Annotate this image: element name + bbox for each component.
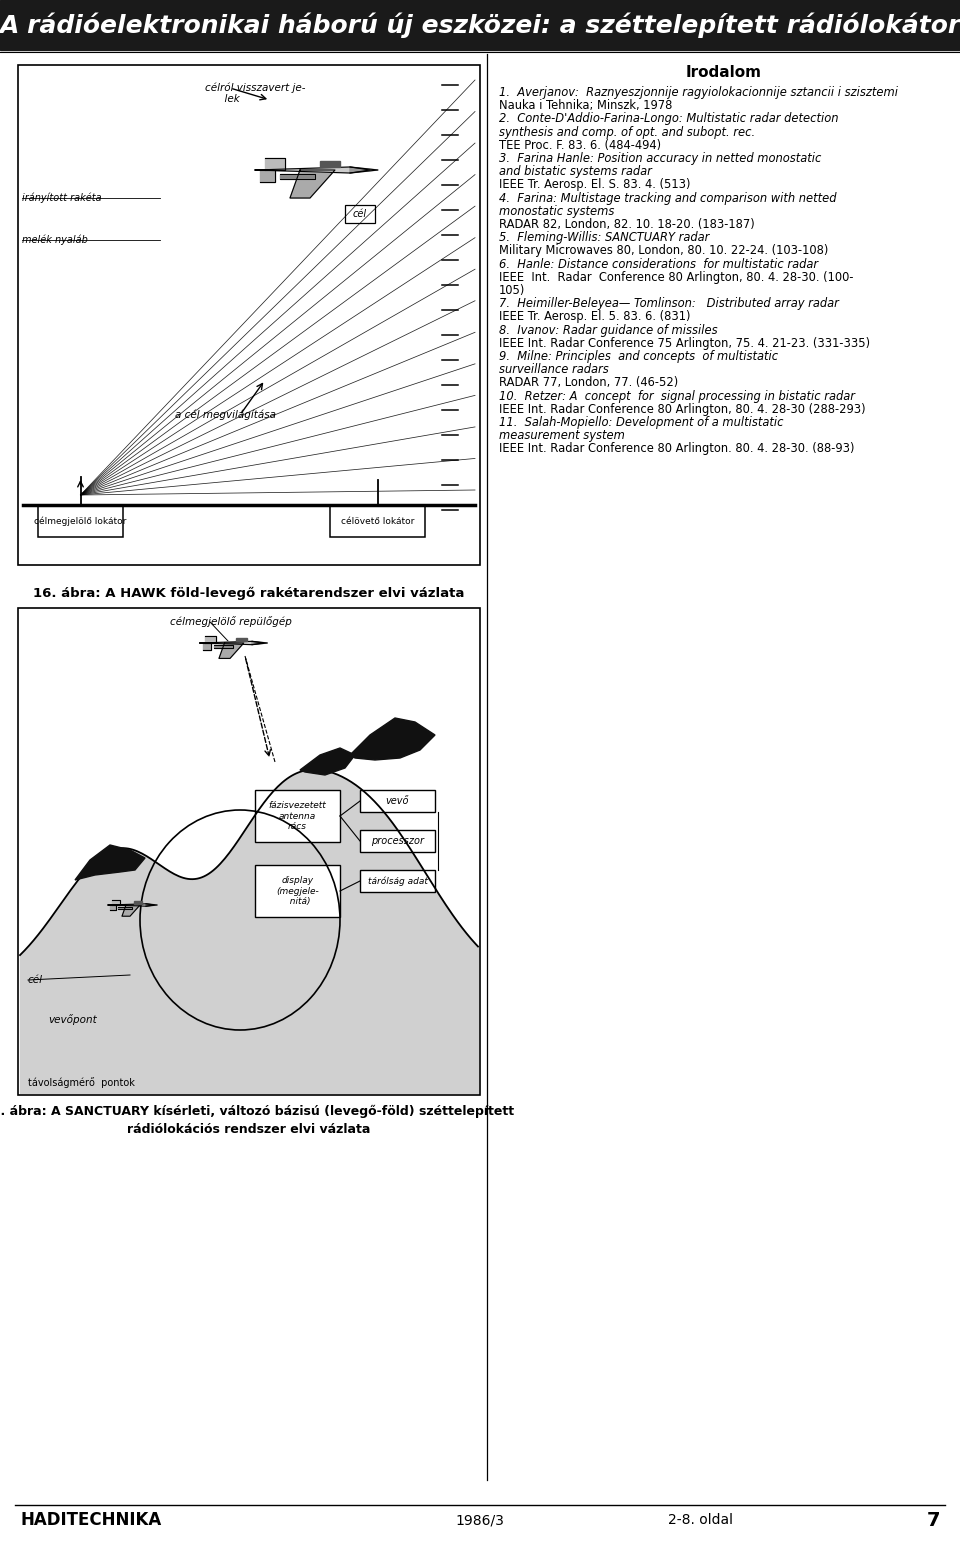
- Polygon shape: [118, 907, 132, 909]
- Polygon shape: [134, 901, 142, 904]
- Text: 7: 7: [926, 1511, 940, 1529]
- Text: RADAR 77, London, 77. (46-52): RADAR 77, London, 77. (46-52): [499, 376, 679, 390]
- Text: IEEE Tr. Aerosp. El. S. 83. 4. (513): IEEE Tr. Aerosp. El. S. 83. 4. (513): [499, 178, 690, 192]
- Polygon shape: [255, 167, 370, 173]
- Text: tárólság adat: tárólság adat: [368, 876, 427, 886]
- Text: cél: cél: [353, 209, 367, 218]
- Text: 8.  Ivanov: Radar guidance of missiles: 8. Ivanov: Radar guidance of missiles: [499, 324, 718, 337]
- Text: 1.  Averjanov:  Raznyeszjonnije ragyiolokacionnije sztancii i szisztemi: 1. Averjanov: Raznyeszjonnije ragyioloka…: [499, 86, 898, 100]
- Polygon shape: [300, 748, 355, 775]
- Polygon shape: [213, 645, 232, 649]
- Bar: [18, 65, 480, 564]
- Text: 16. ábra: A HAWK föld-levegő rakétarendszer elvi vázlata: 16. ábra: A HAWK föld-levegő rakétarends…: [34, 586, 465, 600]
- Polygon shape: [112, 900, 120, 906]
- Polygon shape: [200, 641, 263, 645]
- Polygon shape: [252, 641, 268, 645]
- Text: 105): 105): [499, 284, 525, 298]
- Polygon shape: [350, 167, 378, 173]
- Text: IEEE Int. Radar Conference 80 Arlington, 80. 4. 28-30 (288-293): IEEE Int. Radar Conference 80 Arlington,…: [499, 402, 866, 416]
- Text: célmegjelölő lokátor: célmegjelölő lokátor: [35, 516, 127, 525]
- Text: Nauka i Tehnika; Minszk, 1978: Nauka i Tehnika; Minszk, 1978: [499, 100, 672, 112]
- Text: 2.  Conte-D'Addio-Farina-Longo: Multistatic radar detection: 2. Conte-D'Addio-Farina-Longo: Multistat…: [499, 112, 838, 125]
- Text: vevő: vevő: [386, 797, 409, 806]
- Polygon shape: [350, 719, 435, 759]
- Text: Irodalom: Irodalom: [685, 65, 761, 80]
- Text: measurement system: measurement system: [499, 429, 625, 443]
- Bar: [0, 0, 960, 50]
- Polygon shape: [260, 170, 275, 182]
- Polygon shape: [108, 904, 154, 906]
- Text: display
(megjele-
  nitá): display (megjele- nitá): [276, 876, 319, 906]
- Text: 17. ábra: A SANCTUARY kísérleti, változó bázisú (levegő-föld) széttelepített: 17. ábra: A SANCTUARY kísérleti, változó…: [0, 1105, 515, 1118]
- Text: IEEE Int. Radar Conference 80 Arlington. 80. 4. 28-30. (88-93): IEEE Int. Radar Conference 80 Arlington.…: [499, 443, 854, 455]
- Text: A rádióelektronikai háború új eszközei: a széttelepített rádiólokátor: A rádióelektronikai háború új eszközei: …: [0, 12, 960, 37]
- Polygon shape: [205, 636, 216, 642]
- Text: 10.  Retzer: A  concept  for  signal processing in bistatic radar: 10. Retzer: A concept for signal process…: [499, 390, 855, 402]
- Text: synthesis and comp. of opt. and subopt. rec.: synthesis and comp. of opt. and subopt. …: [499, 126, 756, 139]
- Text: HADITECHNIKA: HADITECHNIKA: [20, 1511, 161, 1529]
- Text: IEEE Int. Radar Conference 75 Arlington, 75. 4. 21-23. (331-335): IEEE Int. Radar Conference 75 Arlington,…: [499, 337, 870, 349]
- Polygon shape: [146, 904, 157, 906]
- Polygon shape: [110, 906, 116, 910]
- Text: 6.  Hanle: Distance considerations  for multistatic radar: 6. Hanle: Distance considerations for mu…: [499, 257, 818, 271]
- Bar: [330, 505, 425, 536]
- Polygon shape: [265, 157, 285, 170]
- Text: 3.  Farina Hanle: Position accuracy in netted monostatic: 3. Farina Hanle: Position accuracy in ne…: [499, 151, 822, 165]
- Text: célövető lokátor: célövető lokátor: [341, 516, 414, 525]
- Polygon shape: [280, 175, 315, 179]
- Text: processzor: processzor: [371, 836, 424, 847]
- Text: 4.  Farina: Multistage tracking and comparison with netted: 4. Farina: Multistage tracking and compa…: [499, 192, 836, 204]
- Text: TEE Proc. F. 83. 6. (484-494): TEE Proc. F. 83. 6. (484-494): [499, 139, 661, 151]
- Text: melék nyaláb: melék nyaláb: [22, 235, 88, 245]
- Bar: [255, 865, 340, 917]
- Polygon shape: [75, 845, 145, 879]
- Text: vevőpont: vevőpont: [48, 1015, 97, 1026]
- Text: célmegjelölő repülőgép: célmegjelölő repülőgép: [170, 616, 292, 627]
- Bar: [360, 870, 435, 892]
- Polygon shape: [219, 642, 244, 658]
- Text: rádiólokációs rendszer elvi vázlata: rádiólokációs rendszer elvi vázlata: [128, 1122, 371, 1137]
- Text: 11.  Salah-Mopiello: Development of a multistatic: 11. Salah-Mopiello: Development of a mul…: [499, 416, 783, 429]
- Bar: [345, 204, 375, 223]
- Polygon shape: [235, 638, 247, 641]
- Text: távolságmérő  pontok: távolságmérő pontok: [28, 1077, 134, 1088]
- Text: Military Microwaves 80, London, 80. 10. 22-24. (103-108): Military Microwaves 80, London, 80. 10. …: [499, 245, 828, 257]
- Text: a cél megvilágítása: a cél megvilágítása: [175, 410, 276, 421]
- Text: IEEE  Int.  Radar  Conference 80 Arlington, 80. 4. 28-30. (100-: IEEE Int. Radar Conference 80 Arlington,…: [499, 271, 853, 284]
- Text: and bistatic systems radar: and bistatic systems radar: [499, 165, 652, 178]
- Text: fázisvezetett
antenna
rács: fázisvezetett antenna rács: [269, 801, 326, 831]
- Text: cél: cél: [28, 974, 43, 985]
- Bar: [18, 608, 480, 1094]
- Text: IEEE Tr. Aerosp. El. 5. 83. 6. (831): IEEE Tr. Aerosp. El. 5. 83. 6. (831): [499, 310, 690, 323]
- Bar: [360, 829, 435, 853]
- Text: 7.  Heimiller-Beleyea— Tomlinson:   Distributed array radar: 7. Heimiller-Beleyea— Tomlinson: Distrib…: [499, 298, 839, 310]
- Text: monostatic systems: monostatic systems: [499, 204, 614, 218]
- Polygon shape: [203, 642, 211, 650]
- Text: surveillance radars: surveillance radars: [499, 363, 609, 376]
- Bar: [360, 790, 435, 812]
- Text: RADAR 82, London, 82. 10. 18-20. (183-187): RADAR 82, London, 82. 10. 18-20. (183-18…: [499, 218, 755, 231]
- Bar: [38, 505, 123, 536]
- Bar: [255, 790, 340, 842]
- Text: 5.  Fleming-Willis: SANCTUARY radar: 5. Fleming-Willis: SANCTUARY radar: [499, 231, 709, 245]
- Polygon shape: [122, 906, 140, 917]
- Text: 1986/3: 1986/3: [456, 1512, 504, 1526]
- Polygon shape: [320, 161, 340, 167]
- Text: célról visszavert je-
      lek: célról visszavert je- lek: [205, 83, 305, 104]
- Text: 9.  Milne: Principles  and concepts  of multistatic: 9. Milne: Principles and concepts of mul…: [499, 351, 779, 363]
- Text: 2-8. oldal: 2-8. oldal: [667, 1512, 732, 1526]
- Polygon shape: [290, 170, 335, 198]
- Text: irányított rakéta: irányított rakéta: [22, 193, 102, 203]
